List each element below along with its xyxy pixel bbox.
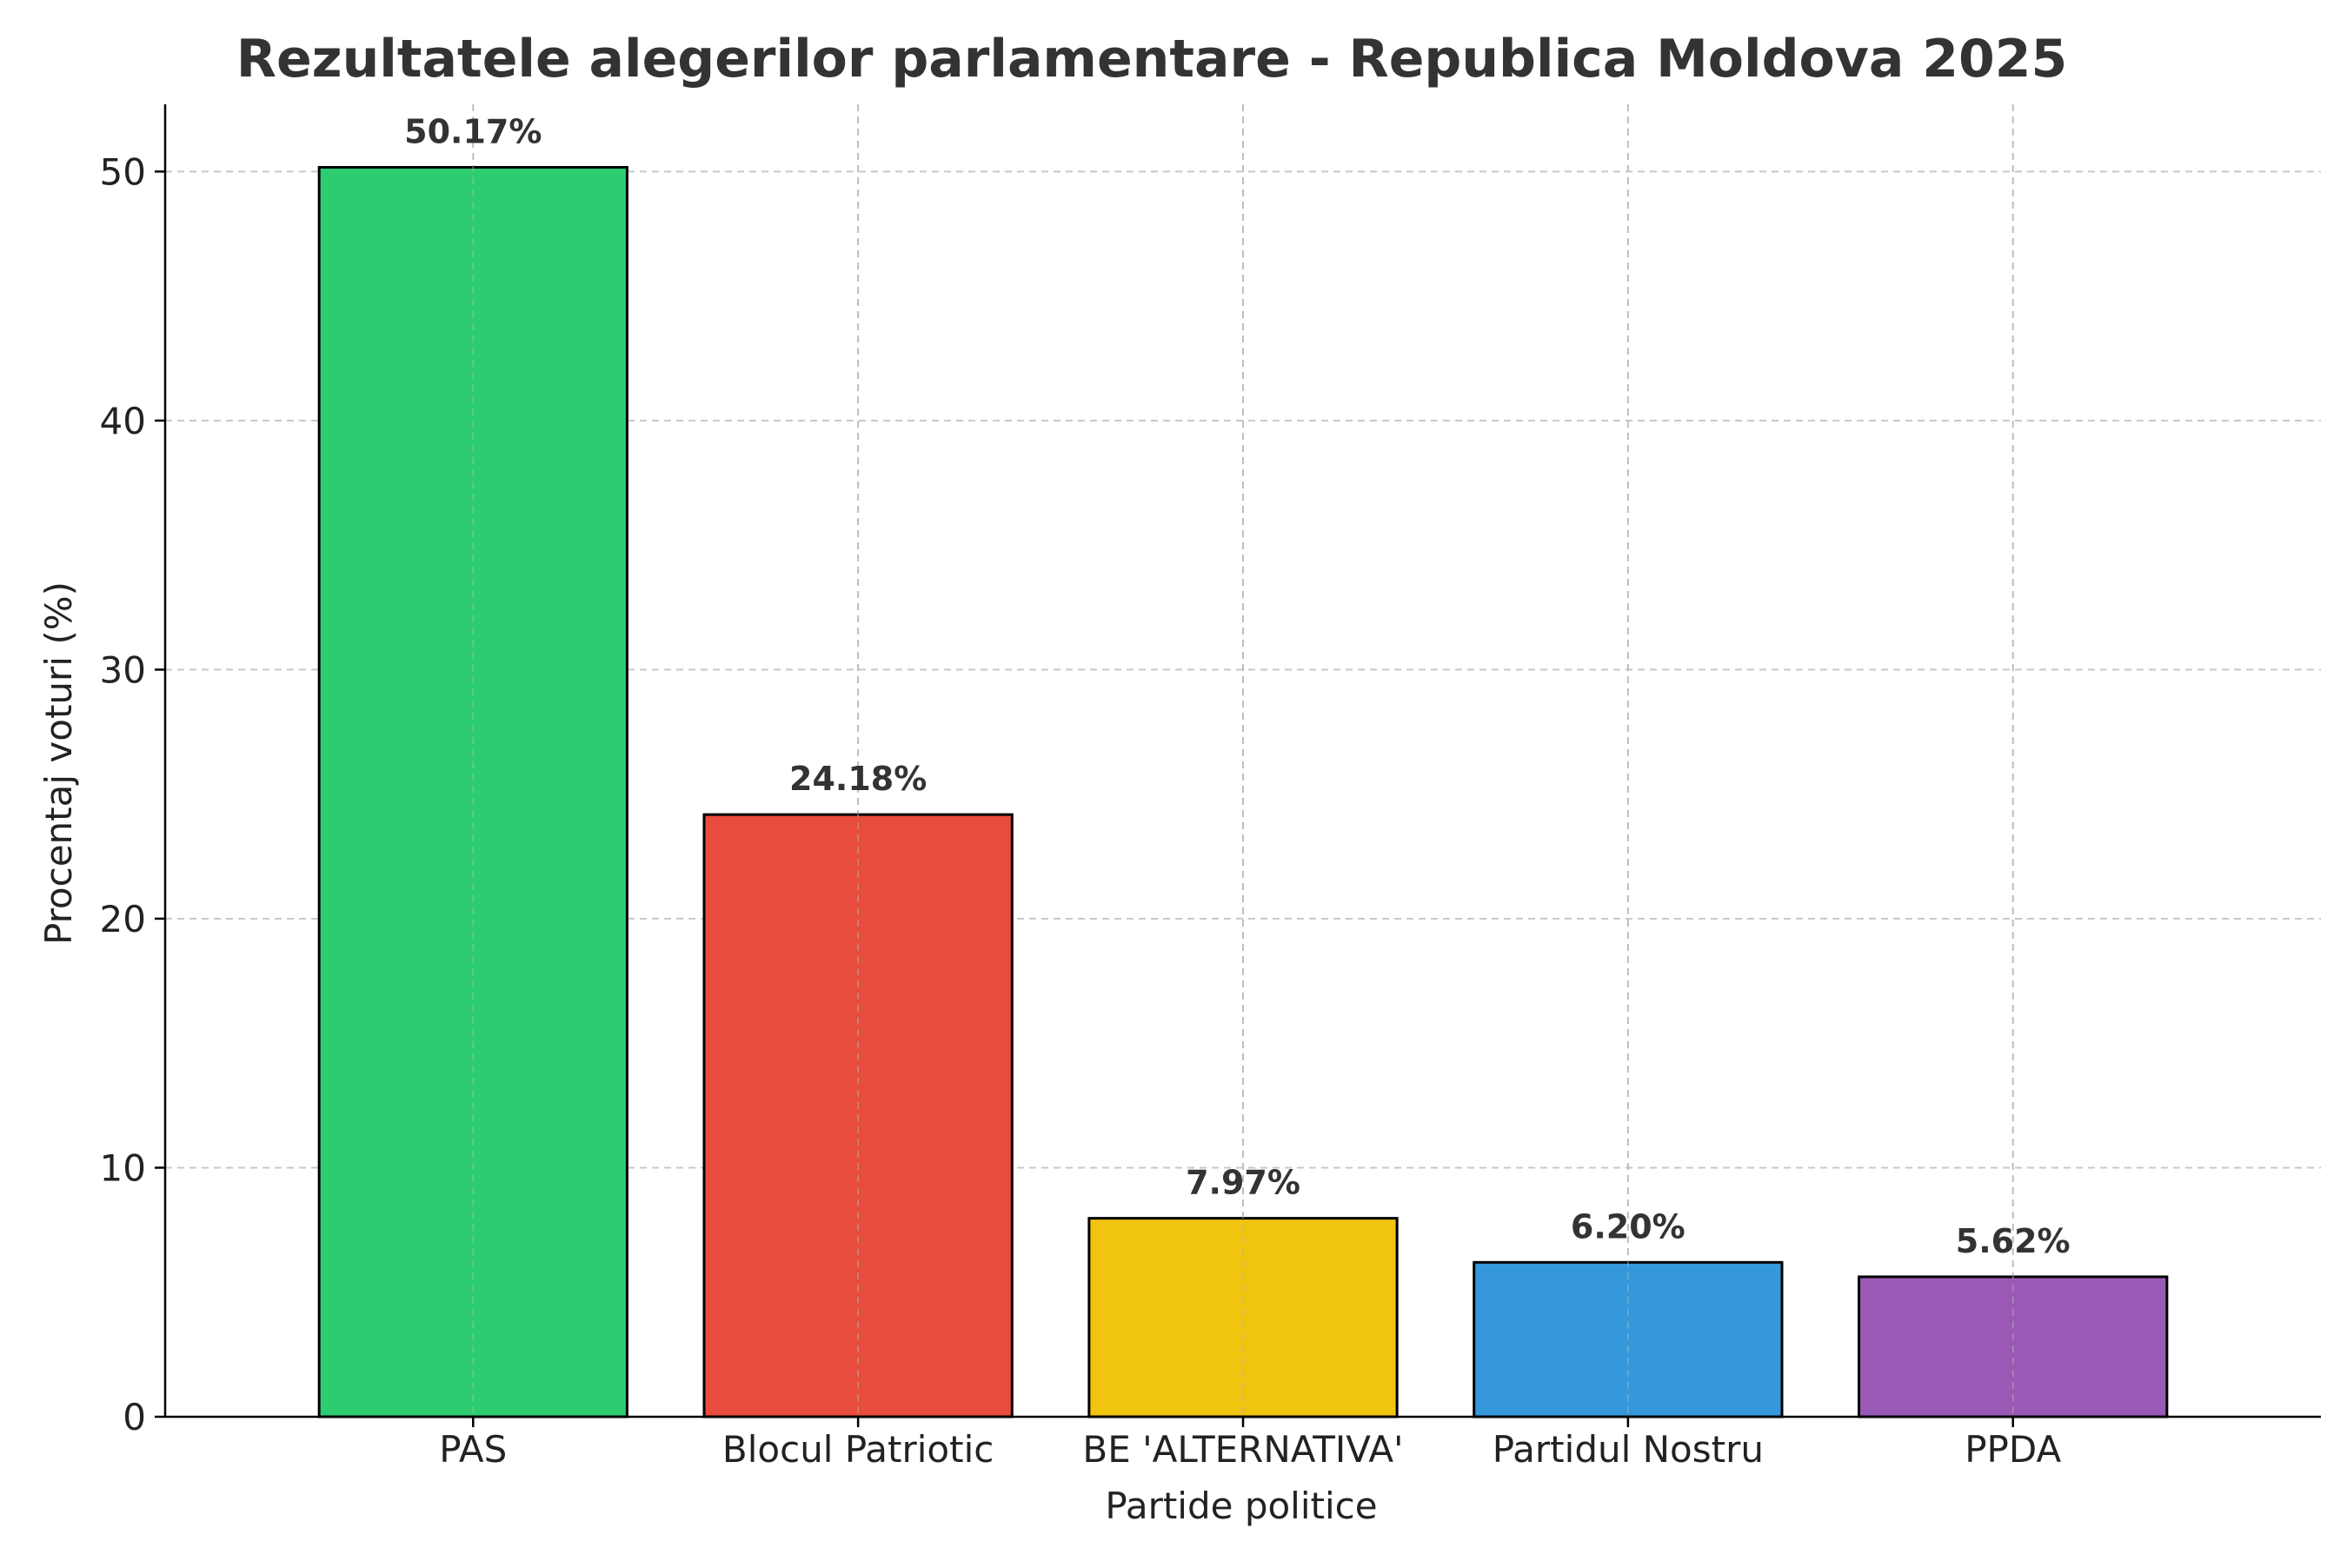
labels: 0 10 20 30 40 50 50.17% 24.18% 7.97% 6.20% 5.62% PA… bbox=[100, 112, 2071, 1471]
x-axis-label: Partide politice bbox=[1105, 1485, 1377, 1527]
y-tick-label: 50 bbox=[100, 150, 146, 193]
x-tick-label: PAS bbox=[439, 1428, 507, 1471]
data-label: 5.62% bbox=[1956, 1222, 2071, 1260]
x-tick-label: BE 'ALTERNATIVA' bbox=[1082, 1428, 1403, 1471]
x-tick-label: Partidul Nostru bbox=[1493, 1428, 1764, 1471]
data-label: 7.97% bbox=[1186, 1164, 1300, 1202]
x-tick-label: Blocul Patriotic bbox=[722, 1428, 994, 1471]
chart-title: Rezultatele alegerilor parlamentare - Re… bbox=[236, 29, 2067, 90]
y-axis-label: Procentaj voturi (%) bbox=[37, 581, 80, 945]
y-tick-label: 0 bbox=[123, 1396, 146, 1438]
y-tick-label: 30 bbox=[100, 648, 146, 691]
y-tick-label: 40 bbox=[100, 400, 146, 442]
x-tick-label: PPDA bbox=[1965, 1428, 2061, 1471]
data-label: 24.18% bbox=[789, 760, 927, 798]
y-tick-label: 10 bbox=[100, 1146, 146, 1189]
data-label: 6.20% bbox=[1571, 1207, 1685, 1246]
y-tick-label: 20 bbox=[100, 898, 146, 940]
bars bbox=[317, 104, 2169, 1419]
axes bbox=[155, 104, 2321, 1427]
data-label: 50.17% bbox=[404, 112, 542, 150]
